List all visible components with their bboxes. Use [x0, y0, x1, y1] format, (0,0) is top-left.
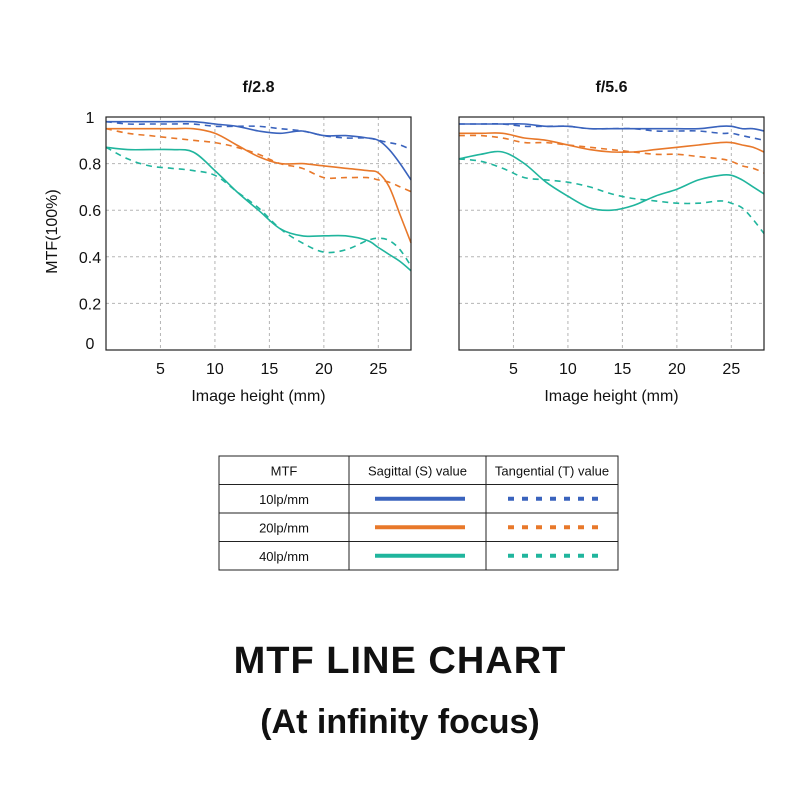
legend-header-cell: Tangential (T) value	[495, 463, 609, 478]
plot-frame	[105, 116, 412, 351]
main-title: MTF LINE CHART	[233, 640, 567, 682]
plot-frame	[458, 116, 765, 351]
x-tick-label: 5	[156, 361, 165, 378]
series-line-20lp-mm-sagittal	[106, 127, 412, 244]
legend-row-label: 10lp/mm	[259, 492, 309, 507]
series-line-20lp-mm-sagittal	[458, 132, 765, 154]
x-tick-label: 20	[315, 361, 333, 378]
x-tick-label: 25	[369, 361, 387, 378]
chart-panel-f5-6: f/5.6 5 10 15 20 25 Image height (mm)	[458, 79, 765, 405]
series-line-10lp-mm-sagittal	[106, 120, 412, 181]
x-tick-label: 25	[722, 361, 740, 378]
y-tick-label: 0.8	[79, 157, 101, 174]
y-axis-label: MTF(100%)	[44, 189, 61, 273]
legend-header-cell: Sagittal (S) value	[368, 463, 467, 478]
x-axis-label: Image height (mm)	[544, 388, 678, 405]
series-line-10lp-mm-tangential	[105, 120, 412, 151]
y-tick-label: 0	[86, 336, 95, 353]
x-tick-label: 20	[668, 361, 686, 378]
chart-panel-f2-8: f/2.8 5 10 15 20 25 Image height (mm) 0 0.2 0.4 0.…	[44, 79, 412, 405]
series-line-20lp-mm-tangential	[458, 134, 765, 174]
legend-row-label: 40lp/mm	[259, 549, 309, 564]
x-tick-label: 10	[559, 361, 577, 378]
subtitle: (At infinity focus)	[260, 703, 540, 741]
x-tick-label: 15	[260, 361, 278, 378]
legend-header-cell: MTF	[271, 463, 298, 478]
y-tick-label: 1	[86, 110, 95, 127]
series-line-40lp-mm-tangential	[458, 158, 765, 234]
x-tick-label: 15	[613, 361, 631, 378]
x-tick-label: 10	[206, 361, 224, 378]
series-line-40lp-mm-tangential	[105, 146, 412, 267]
x-tick-label: 5	[509, 361, 518, 378]
series-line-40lp-mm-sagittal	[458, 150, 765, 212]
y-tick-label: 0.6	[79, 203, 101, 220]
legend-table: MTF Sagittal (S) value Tangential (T) valu…	[218, 455, 619, 571]
series-line-10lp-mm-sagittal	[459, 123, 765, 132]
legend-row-label: 20lp/mm	[259, 520, 309, 535]
panel-title: f/2.8	[242, 79, 274, 96]
series-line-20lp-mm-tangential	[105, 127, 412, 193]
series-line-10lp-mm-tangential	[459, 123, 765, 142]
y-tick-label: 0.2	[79, 296, 101, 313]
x-axis-label: Image height (mm)	[191, 388, 325, 405]
panel-title: f/5.6	[595, 79, 627, 96]
y-tick-label: 0.4	[79, 250, 101, 267]
